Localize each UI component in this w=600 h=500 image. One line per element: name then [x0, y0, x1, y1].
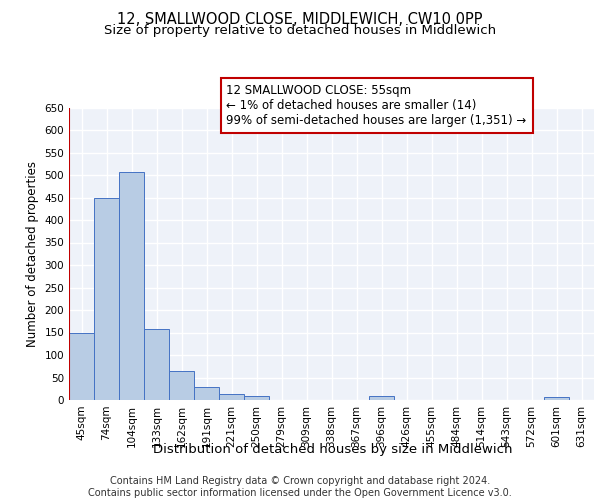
Bar: [194, 386, 219, 400]
Bar: [119, 172, 144, 400]
Bar: [244, 396, 269, 400]
Text: 12, SMALLWOOD CLOSE, MIDDLEWICH, CW10 0PP: 12, SMALLWOOD CLOSE, MIDDLEWICH, CW10 0P…: [117, 12, 483, 28]
Text: Size of property relative to detached houses in Middlewich: Size of property relative to detached ho…: [104, 24, 496, 37]
Bar: [69, 334, 94, 400]
Bar: [544, 397, 569, 400]
Text: 12 SMALLWOOD CLOSE: 55sqm
← 1% of detached houses are smaller (14)
99% of semi-d: 12 SMALLWOOD CLOSE: 55sqm ← 1% of detach…: [227, 84, 527, 127]
Bar: [169, 371, 194, 400]
Bar: [219, 394, 244, 400]
Text: Distribution of detached houses by size in Middlewich: Distribution of detached houses by size …: [153, 442, 513, 456]
Text: Contains HM Land Registry data © Crown copyright and database right 2024.
Contai: Contains HM Land Registry data © Crown c…: [88, 476, 512, 498]
Bar: [144, 329, 169, 400]
Y-axis label: Number of detached properties: Number of detached properties: [26, 161, 39, 347]
Bar: [94, 198, 119, 400]
Bar: [369, 396, 394, 400]
